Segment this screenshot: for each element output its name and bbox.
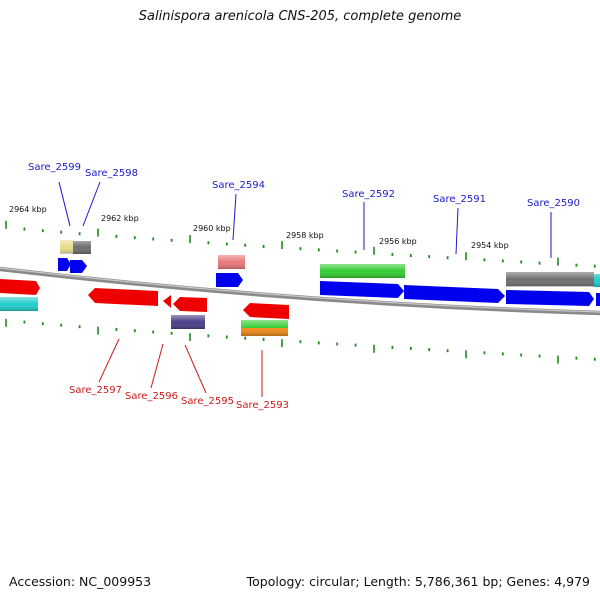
leader-line bbox=[150, 343, 164, 389]
map-title: Salinispora arenicola CNS-205, complete … bbox=[138, 9, 462, 24]
feature-arrow[interactable] bbox=[163, 295, 171, 308]
gene-label-sare-2596[interactable]: Sare_2596 bbox=[125, 391, 178, 402]
gene-label-sare-2593[interactable]: Sare_2593 bbox=[236, 400, 289, 411]
leader-line bbox=[82, 181, 101, 227]
feature-arrow[interactable] bbox=[243, 303, 289, 319]
gene-label-sare-2591[interactable]: Sare_2591 bbox=[433, 194, 486, 205]
gene-label-sare-2590[interactable]: Sare_2590 bbox=[527, 198, 580, 209]
gene-label-sare-2597[interactable]: Sare_2597 bbox=[69, 385, 122, 396]
gene-sare-2594[interactable] bbox=[216, 255, 245, 287]
scale-ticks-forward bbox=[5, 220, 596, 268]
feature-arrow[interactable] bbox=[58, 258, 71, 271]
feature-shading bbox=[218, 255, 245, 269]
feature-arrow[interactable] bbox=[70, 260, 87, 273]
gene-sare-2595[interactable] bbox=[171, 297, 207, 329]
gene-sare-2591[interactable] bbox=[404, 285, 505, 303]
scale-label-2960: 2960 kbp bbox=[193, 224, 231, 233]
feature-arrow[interactable] bbox=[404, 285, 505, 303]
accession-text: Accession: NC_009953 bbox=[9, 574, 152, 589]
feature-shading bbox=[171, 315, 205, 329]
feature-arrow[interactable] bbox=[88, 288, 158, 306]
leader-line bbox=[455, 207, 459, 255]
leader-line bbox=[184, 344, 207, 394]
feature-shading bbox=[241, 320, 288, 336]
scale-label-2956: 2956 kbp bbox=[379, 237, 417, 246]
gene-sare-2599[interactable] bbox=[58, 240, 91, 271]
feature-block[interactable] bbox=[596, 293, 600, 306]
feature-arrow[interactable] bbox=[216, 273, 243, 287]
genome-backbone bbox=[0, 266, 600, 316]
feature-shading bbox=[0, 297, 38, 311]
gene-sare-2598[interactable] bbox=[70, 260, 87, 273]
feature-shading bbox=[506, 272, 600, 287]
feature-shading bbox=[320, 264, 405, 278]
scale-label-2962: 2962 kbp bbox=[101, 214, 139, 223]
feature-arrow[interactable] bbox=[173, 297, 207, 312]
leader-line bbox=[98, 338, 120, 383]
scale-ticks-reverse bbox=[5, 318, 596, 364]
gene-label-sare-2598[interactable]: Sare_2598 bbox=[85, 168, 138, 179]
gene-label-sare-2594[interactable]: Sare_2594 bbox=[212, 180, 265, 191]
gene-sare-2590[interactable] bbox=[506, 272, 600, 306]
gene-sare-2596[interactable] bbox=[163, 295, 171, 308]
leader-line bbox=[58, 181, 71, 227]
gene-label-sare-2595[interactable]: Sare_2595 bbox=[181, 396, 234, 407]
feature-arrow[interactable] bbox=[0, 279, 40, 295]
gene-sare-2597[interactable] bbox=[88, 288, 158, 306]
feature-shading bbox=[60, 240, 91, 254]
genome-summary-text: Topology: circular; Length: 5,786,361 bp… bbox=[246, 574, 590, 589]
gene-sare-2592[interactable] bbox=[320, 264, 405, 298]
gene-label-sare-2592[interactable]: Sare_2592 bbox=[342, 189, 395, 200]
gene-label-sare-2599[interactable]: Sare_2599 bbox=[28, 162, 81, 173]
scale-label-2954: 2954 kbp bbox=[471, 241, 509, 250]
feature-arrow[interactable] bbox=[320, 281, 404, 298]
gene-sare-2593[interactable] bbox=[241, 303, 289, 336]
feature-arrow[interactable] bbox=[506, 290, 594, 306]
scale-label-2964: 2964 kbp bbox=[9, 205, 47, 214]
gene-left-edge[interactable] bbox=[0, 279, 40, 311]
genome-backbone-highlight bbox=[0, 267, 600, 313]
scale-label-2958: 2958 kbp bbox=[286, 231, 324, 240]
leader-line bbox=[232, 193, 237, 241]
